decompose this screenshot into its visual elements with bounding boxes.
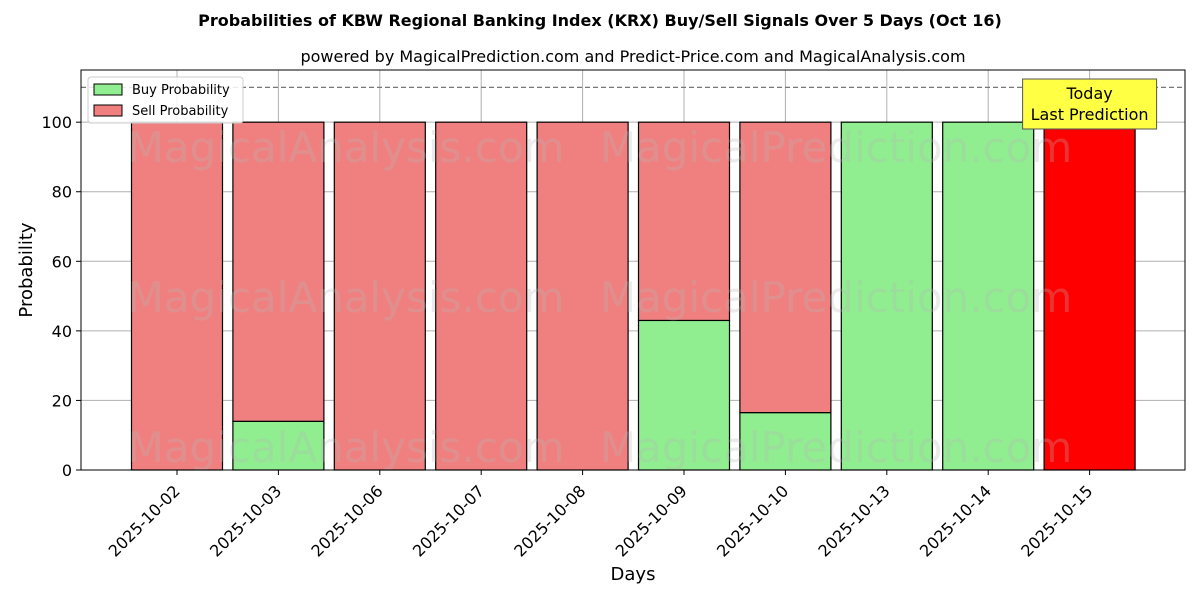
bar-sell-2025-10-10: [739, 121, 832, 414]
annotation-line-1: Today: [1065, 84, 1112, 103]
x-tick-label: 2025-10-13: [814, 481, 893, 560]
bar-sell-2025-10-15: [1043, 121, 1136, 471]
bar-buy-2025-10-10: [739, 412, 832, 471]
x-axis-ticks: 2025-10-02 2025-10-03 2025-10-06 2025-10-07…: [105, 470, 1096, 561]
y-tick-label: 0: [62, 461, 72, 480]
y-axis-label: Probability: [16, 222, 37, 317]
y-tick-label: 40: [52, 322, 72, 341]
legend-swatch-buy: [93, 83, 123, 96]
legend-swatch-sell: [93, 104, 123, 117]
y-tick-label: 80: [52, 183, 72, 202]
bar-buy-2025-10-14: [942, 121, 1035, 471]
y-tick-label: 20: [52, 391, 72, 410]
watermarks: MagicalAnalysis.com MagicalPrediction.com…: [128, 123, 1073, 472]
bars: [130, 121, 1136, 471]
x-tick-label: 2025-10-07: [409, 481, 488, 560]
bar-sell-2025-10-07: [435, 121, 528, 471]
x-axis-label: Days: [611, 564, 656, 585]
x-tick-label: 2025-10-10: [713, 481, 792, 560]
annotation-box: [1022, 78, 1158, 130]
x-tick-label: 2025-10-08: [510, 481, 589, 560]
x-tick-label: 2025-10-09: [612, 481, 691, 560]
bar-sell-2025-10-03: [232, 121, 325, 422]
bar-sell-2025-10-08: [536, 121, 629, 471]
chart-subtitle: powered by MagicalPrediction.com and Pre…: [300, 47, 965, 66]
watermark-text: MagicalPrediction.com: [600, 123, 1073, 172]
bar-buy-2025-10-13: [840, 121, 933, 471]
watermark-text: MagicalAnalysis.com: [128, 123, 565, 172]
bar-buy-2025-10-09: [637, 319, 731, 471]
plot-frame: [80, 69, 1186, 471]
x-tick-label: 2025-10-14: [916, 481, 995, 560]
chart-title: Probabilities of KBW Regional Banking In…: [198, 11, 1002, 30]
watermark-text: MagicalAnalysis.com: [128, 273, 565, 322]
legend-label-buy: Buy Probability: [132, 83, 230, 98]
x-tick-label: 2025-10-02: [105, 481, 184, 560]
watermark-text: MagicalPrediction.com: [600, 423, 1073, 472]
bar-sell-2025-10-06: [333, 121, 426, 471]
legend: Buy Probability Sell Probability: [87, 76, 244, 124]
bar-sell-2025-10-02: [130, 121, 224, 471]
x-tick-label: 2025-10-06: [307, 481, 386, 560]
watermark-text: MagicalPrediction.com: [600, 273, 1073, 322]
x-tick-label: 2025-10-15: [1017, 481, 1096, 560]
bar-sell-2025-10-09: [637, 121, 731, 322]
watermark-text: MagicalAnalysis.com: [128, 423, 565, 472]
x-tick-label: 2025-10-03: [206, 481, 285, 560]
annotation-line-2: Last Prediction: [1031, 105, 1149, 124]
y-tick-label: 60: [52, 252, 72, 271]
legend-label-sell: Sell Probability: [132, 104, 229, 119]
annotation: Today Last Prediction: [1022, 78, 1158, 130]
y-tick-label: 100: [41, 113, 72, 132]
y-axis-ticks: 0 20 40 60 80 100: [41, 113, 81, 480]
legend-box: [87, 76, 244, 124]
